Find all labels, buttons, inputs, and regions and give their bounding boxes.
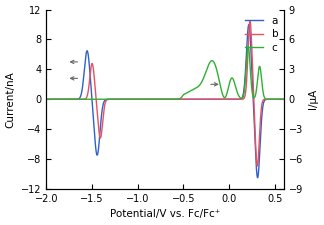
b [282,98,286,101]
a [131,98,134,101]
b [195,98,199,101]
Line: a: a [46,25,284,178]
a [282,98,286,101]
c [195,86,199,89]
b [56,98,60,101]
b [44,98,48,101]
a [256,176,260,179]
b [248,20,252,22]
Y-axis label: I/μA: I/μA [308,89,318,109]
Line: c: c [46,46,284,99]
b [220,98,224,101]
a [220,98,224,101]
a [247,23,251,26]
a [233,98,237,101]
Line: b: b [46,21,284,166]
c [220,92,224,95]
b [233,98,237,101]
a [56,98,60,101]
a [185,98,189,101]
c [246,45,250,48]
c [233,83,237,86]
b [255,164,259,167]
b [185,98,189,101]
c [131,98,134,101]
a [44,98,48,101]
c [185,91,189,94]
a [195,98,199,101]
b [131,98,134,101]
c [44,98,48,101]
c [56,98,60,101]
Legend: a, b, c: a, b, c [240,11,283,57]
c [282,98,286,101]
X-axis label: Potential/V vs. Fc/Fc⁺: Potential/V vs. Fc/Fc⁺ [110,209,220,219]
Y-axis label: Current/nA: Current/nA [6,71,16,128]
